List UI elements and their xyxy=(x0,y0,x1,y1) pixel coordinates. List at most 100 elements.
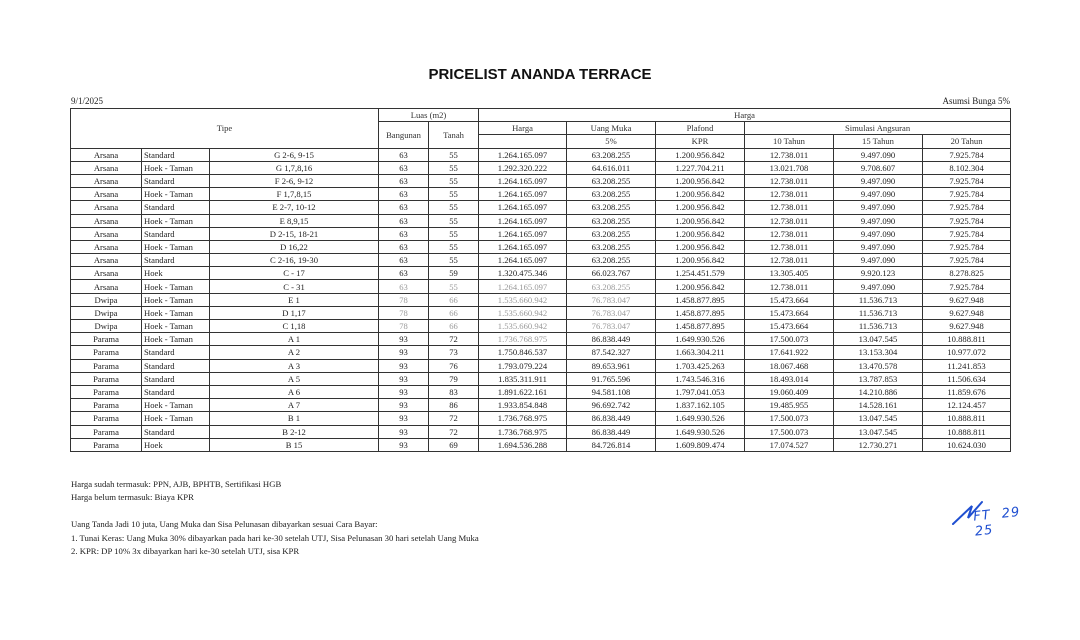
cell-angsuran-15: 11.536.713 xyxy=(833,318,924,334)
cell-luas-bangunan: 93 xyxy=(378,345,430,360)
cell-angsuran-10: 12.738.011 xyxy=(744,187,835,202)
cell-angsuran-20: 7.925.784 xyxy=(922,279,1012,294)
cell-plafond-kpr: 1.200.956.842 xyxy=(655,147,746,162)
cell-plafond-kpr: 1.458.877.895 xyxy=(655,292,746,307)
header-15-tahun: 15 Tahun xyxy=(833,134,924,149)
cell-harga: 1.292.320.222 xyxy=(478,160,568,175)
cell-variant: Hoek - Taman xyxy=(141,239,210,255)
table-row: Dwipa Hoek - Taman D 1,17 78 66 1.535.660.942… xyxy=(70,305,1012,321)
cell-variant: Hoek xyxy=(141,266,210,281)
cell-harga: 1.264.165.097 xyxy=(478,187,568,202)
cell-variant: Standard xyxy=(141,200,210,215)
cell-plafond-kpr: 1.200.956.842 xyxy=(655,213,746,228)
cell-angsuran-20: 8.278.825 xyxy=(922,266,1012,281)
cell-angsuran-15: 11.536.713 xyxy=(833,305,924,321)
cell-angsuran-20: 7.925.784 xyxy=(922,200,1012,215)
table-row: Arsana Hoek - Taman G 1,7,8,16 63 55 1.292.32… xyxy=(70,160,1012,175)
cell-harga: 1.264.165.097 xyxy=(478,279,568,294)
cell-variant: Standard xyxy=(141,358,210,373)
cell-uang-muka: 86.838.449 xyxy=(566,332,657,347)
cell-type: Parama xyxy=(70,398,142,413)
cell-luas-bangunan: 63 xyxy=(378,187,430,202)
cell-angsuran-10: 19.485.955 xyxy=(744,398,835,413)
cell-luas-tanah: 55 xyxy=(428,187,480,202)
cell-uang-muka: 96.692.742 xyxy=(566,398,657,413)
cell-angsuran-20: 7.925.784 xyxy=(922,226,1012,241)
cell-type: Parama xyxy=(70,384,142,400)
cell-uang-muka: 63.208.255 xyxy=(566,187,657,202)
interest-assumption: Asumsi Bunga 5% xyxy=(942,96,1011,106)
cell-angsuran-15: 12.730.271 xyxy=(833,437,924,452)
cell-block: B 2-12 xyxy=(208,424,380,439)
cell-type: Dwipa xyxy=(70,292,142,307)
cell-block: A 1 xyxy=(208,332,380,347)
cell-block: A 3 xyxy=(208,358,380,373)
table-row: Arsana Hoek - Taman E 8,9,15 63 55 1.264.165.… xyxy=(70,213,1012,228)
cell-uang-muka: 86.838.449 xyxy=(566,411,657,426)
cell-luas-tanah: 69 xyxy=(428,437,480,452)
cell-angsuran-15: 14.210.886 xyxy=(833,384,924,400)
cell-angsuran-20: 10.977.072 xyxy=(922,345,1012,360)
cell-angsuran-15: 14.528.161 xyxy=(833,398,924,413)
cell-variant: Hoek - Taman xyxy=(141,292,210,307)
cell-harga: 1.264.165.097 xyxy=(478,147,568,162)
cell-luas-bangunan: 63 xyxy=(378,213,430,228)
cell-type: Arsana xyxy=(70,213,142,228)
cell-block: F 2-6, 9-12 xyxy=(208,173,380,189)
cell-plafond-kpr: 1.227.704.211 xyxy=(655,160,746,175)
cell-angsuran-20: 8.102.304 xyxy=(922,160,1012,175)
cell-type: Dwipa xyxy=(70,305,142,321)
cell-luas-tanah: 59 xyxy=(428,266,480,281)
cell-plafond-kpr: 1.703.425.263 xyxy=(655,358,746,373)
cell-block: D 16,22 xyxy=(208,239,380,255)
table-row: Parama Standard B 2-12 93 72 1.736.768.975 86.… xyxy=(70,424,1012,439)
cell-variant: Standard xyxy=(141,371,210,386)
cell-angsuran-15: 9.497.090 xyxy=(833,147,924,162)
cell-angsuran-10: 12.738.011 xyxy=(744,173,835,189)
header-harga-group: Harga xyxy=(478,107,1012,123)
cell-type: Parama xyxy=(70,345,142,360)
cell-harga: 1.264.165.097 xyxy=(478,226,568,241)
cell-type: Parama xyxy=(70,424,142,439)
cell-harga: 1.320.475.346 xyxy=(478,266,568,281)
cell-variant: Hoek - Taman xyxy=(141,213,210,228)
cell-block: C - 31 xyxy=(208,279,380,294)
header-tanah: Tanah xyxy=(428,121,480,149)
cell-angsuran-20: 7.925.784 xyxy=(922,147,1012,162)
cell-luas-tanah: 79 xyxy=(428,371,480,386)
cell-uang-muka: 94.581.108 xyxy=(566,384,657,400)
cell-angsuran-10: 12.738.011 xyxy=(744,239,835,255)
cell-luas-bangunan: 63 xyxy=(378,266,430,281)
cell-uang-muka: 76.783.047 xyxy=(566,292,657,307)
cell-angsuran-15: 9.497.090 xyxy=(833,187,924,202)
cell-variant: Hoek - Taman xyxy=(141,305,210,321)
table-row: Dwipa Hoek - Taman C 1,18 78 66 1.535.660.942… xyxy=(70,318,1012,334)
cell-luas-bangunan: 93 xyxy=(378,398,430,413)
cell-luas-tanah: 55 xyxy=(428,253,480,268)
table-row: Dwipa Hoek - Taman E 1 78 66 1.535.660.942 76.… xyxy=(70,292,1012,307)
cell-uang-muka: 63.208.255 xyxy=(566,226,657,241)
header-uang-muka: Uang Muka xyxy=(566,121,657,136)
cell-luas-tanah: 55 xyxy=(428,226,480,241)
cell-luas-bangunan: 93 xyxy=(378,332,430,347)
cell-variant: Standard xyxy=(141,345,210,360)
header-harga: Harga xyxy=(478,121,568,136)
cell-angsuran-20: 7.925.784 xyxy=(922,253,1012,268)
cell-angsuran-10: 12.738.011 xyxy=(744,279,835,294)
cell-angsuran-20: 11.506.634 xyxy=(922,371,1012,386)
cell-plafond-kpr: 1.200.956.842 xyxy=(655,226,746,241)
cell-luas-bangunan: 93 xyxy=(378,424,430,439)
cell-angsuran-10: 17.641.922 xyxy=(744,345,835,360)
cell-angsuran-20: 9.627.948 xyxy=(922,292,1012,307)
cell-luas-bangunan: 78 xyxy=(378,292,430,307)
signature-stroke xyxy=(952,501,983,525)
table-row: Arsana Hoek - Taman F 1,7,8,15 63 55 1.264.16… xyxy=(70,187,1012,202)
note-excludes: Harga belum termasuk: Biaya KPR xyxy=(71,492,194,502)
cell-angsuran-20: 9.627.948 xyxy=(922,318,1012,334)
cell-plafond-kpr: 1.200.956.842 xyxy=(655,187,746,202)
cell-angsuran-10: 17.500.073 xyxy=(744,332,835,347)
cell-luas-bangunan: 63 xyxy=(378,173,430,189)
cell-block: C - 17 xyxy=(208,266,380,281)
cell-angsuran-15: 9.497.090 xyxy=(833,279,924,294)
cell-angsuran-10: 15.473.664 xyxy=(744,318,835,334)
